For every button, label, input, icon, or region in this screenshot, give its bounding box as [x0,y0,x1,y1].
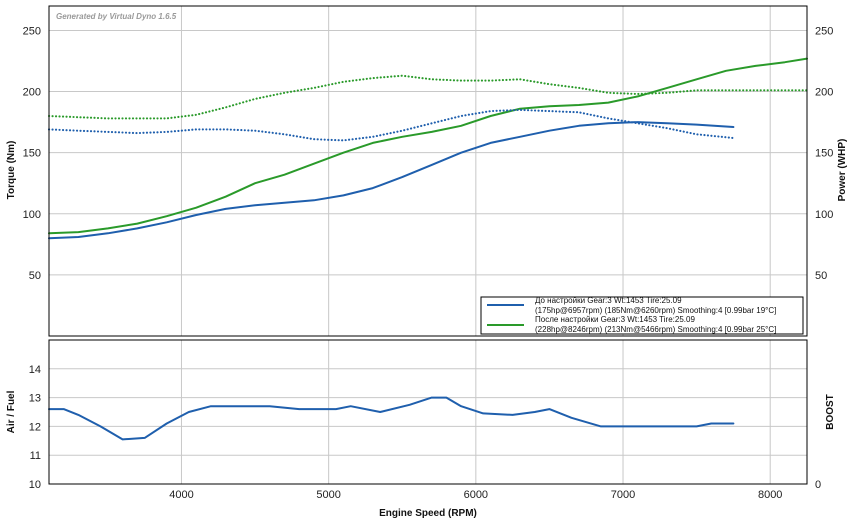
legend: До настройки Gear:3 Wt:1453 Tire:25.09 (… [480,296,804,335]
legend-entry-after-line1: После настройки Gear:3 Wt:1453 Tire:25.0… [535,315,695,324]
series-torque-before [47,108,735,142]
x-tick-label: 4000 [169,489,193,501]
legend-entry-after-line2: (228hp@8246rpm) (213Nm@5466rpm) Smoothin… [535,325,776,334]
legend-box [480,296,804,335]
bottom-panel-grid [49,340,807,484]
top-panel-grid [49,6,807,336]
watermark: Generated by Virtual Dyno 1.6.5 [56,12,177,21]
legend-entry-before-line1: До настройки Gear:3 Wt:1453 Tire:25.09 [535,296,682,305]
series-power-before [48,121,735,240]
bottom-y-tick-label: 13 [29,393,41,405]
top-y-tick-label: 50 [29,270,41,282]
bottom-y-axis-label: Air / Fuel [6,390,17,433]
bottom-panel-series [48,396,735,441]
bottom-panel-frame [48,339,808,485]
x-axis-label: Engine Speed (RPM) [379,508,477,519]
axes-text: 50 100 150 200 250 50 100 150 200 250 10 11 12 13 14 0 4… [23,25,834,501]
top-y-tick-label: 100 [23,209,41,221]
top-y-axis-label: Torque (Nm) [6,141,17,200]
bottom-y-tick-label: 10 [29,479,41,491]
top-y-tick-label: 250 [23,25,41,37]
series-torque-after [47,74,809,120]
top-y2-axis-label: Power (WHP) [837,139,848,202]
x-tick-label: 7000 [611,489,635,501]
top-y2-tick-label: 150 [815,148,833,160]
bottom-y2-axis-label: BOOST [825,394,836,430]
bottom-y2-tick-label: 0 [815,479,821,491]
x-tick-label: 6000 [464,489,488,501]
x-tick-label: 5000 [316,489,340,501]
top-y2-tick-label: 100 [815,209,833,221]
top-panel-series [47,57,809,240]
series-afr-before [48,396,735,441]
x-tick-label: 8000 [758,489,782,501]
top-y2-tick-label: 50 [815,270,827,282]
top-panel-frame [48,5,808,337]
top-y2-tick-label: 200 [815,87,833,99]
legend-entry-before-line2: (175hp@6957rpm) (185Nm@6260rpm) Smoothin… [535,306,776,315]
bottom-y-tick-label: 11 [30,450,41,462]
series-power-after [48,57,808,235]
top-y2-tick-label: 250 [815,25,833,37]
top-y-tick-label: 150 [23,148,41,160]
bottom-y-tick-label: 12 [29,421,41,433]
bottom-y-tick-label: 14 [29,364,41,376]
top-y-tick-label: 200 [23,87,41,99]
